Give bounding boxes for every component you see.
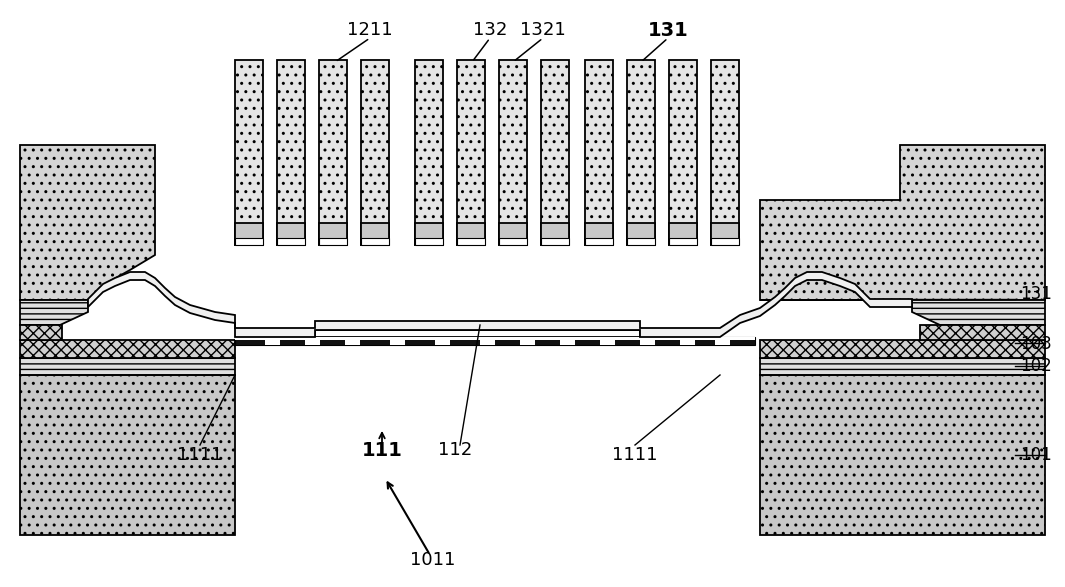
Bar	[277, 238, 305, 245]
Bar	[560, 337, 575, 345]
Text: 112: 112	[438, 441, 472, 459]
Bar	[499, 223, 527, 245]
Bar	[345, 337, 360, 345]
Bar	[760, 375, 1045, 535]
Bar	[669, 238, 697, 245]
Bar	[457, 238, 485, 245]
Polygon shape	[760, 300, 1045, 325]
Bar	[390, 337, 405, 345]
Bar	[235, 337, 755, 340]
Bar	[585, 60, 613, 245]
Bar	[541, 223, 569, 245]
Bar	[457, 60, 485, 245]
Bar	[920, 325, 1045, 340]
Bar	[711, 238, 739, 245]
Bar	[277, 60, 305, 245]
Polygon shape	[20, 145, 155, 300]
Text: 1011: 1011	[410, 551, 456, 569]
Bar	[277, 223, 305, 245]
Text: 1111: 1111	[612, 446, 658, 464]
Bar	[711, 60, 739, 245]
Bar	[669, 223, 697, 245]
Bar	[669, 60, 697, 245]
Bar	[457, 223, 485, 245]
Text: 101: 101	[1020, 446, 1052, 464]
Bar	[265, 337, 280, 345]
Polygon shape	[760, 145, 1045, 300]
Bar	[499, 238, 527, 245]
Bar	[20, 358, 235, 375]
Bar	[585, 238, 613, 245]
Bar	[415, 238, 443, 245]
Polygon shape	[88, 272, 912, 337]
Bar	[627, 223, 655, 245]
Text: 111: 111	[361, 440, 403, 460]
Bar	[415, 223, 443, 245]
Bar	[541, 238, 569, 245]
Polygon shape	[20, 300, 88, 325]
Text: 1111: 1111	[177, 446, 223, 464]
Bar	[627, 238, 655, 245]
Bar	[640, 337, 655, 345]
Bar	[320, 60, 347, 245]
Bar	[760, 358, 1045, 375]
Bar	[235, 223, 263, 245]
Bar	[499, 60, 527, 245]
Bar	[315, 330, 640, 337]
Text: 1211: 1211	[347, 21, 393, 39]
Bar	[235, 238, 263, 245]
Bar	[520, 337, 535, 345]
Bar	[600, 337, 615, 345]
Bar	[541, 60, 569, 245]
Bar	[20, 325, 62, 340]
Bar	[711, 223, 739, 245]
Bar	[320, 223, 347, 245]
Bar	[320, 238, 347, 245]
Bar	[20, 340, 235, 358]
Bar	[760, 340, 1045, 358]
Bar	[361, 223, 389, 245]
Text: 103: 103	[1020, 335, 1052, 353]
Bar	[585, 223, 613, 245]
Text: 131: 131	[1020, 285, 1052, 303]
Bar	[415, 60, 443, 245]
Text: 102: 102	[1020, 357, 1052, 375]
Bar	[20, 375, 235, 535]
Bar	[679, 337, 695, 345]
Bar	[627, 60, 655, 245]
Bar	[305, 337, 320, 345]
Bar	[235, 60, 263, 245]
Text: 132: 132	[473, 21, 507, 39]
Text: 1321: 1321	[520, 21, 566, 39]
Bar	[435, 337, 450, 345]
Bar	[361, 238, 389, 245]
Bar	[361, 60, 389, 245]
Bar	[235, 337, 755, 345]
Text: 131: 131	[648, 21, 688, 39]
Bar	[480, 337, 495, 345]
Bar	[715, 337, 730, 345]
